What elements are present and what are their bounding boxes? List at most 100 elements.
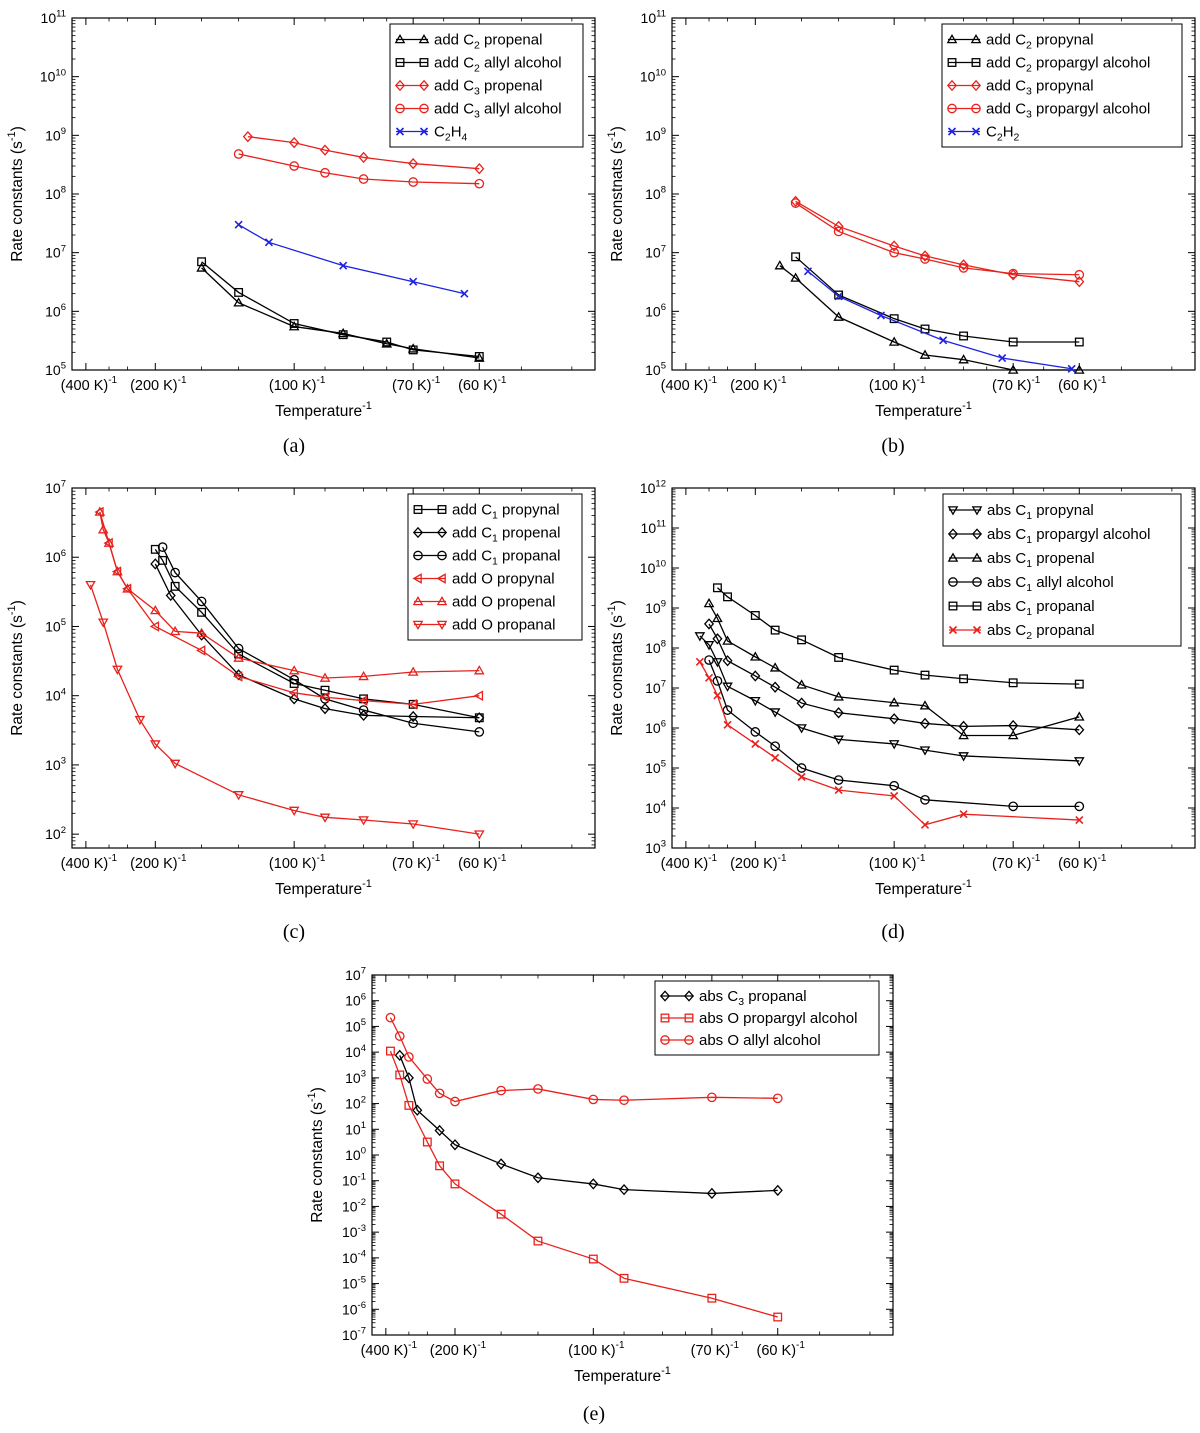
legend-entry: add O propenal: [452, 594, 555, 611]
plot-frame-d: [671, 487, 1196, 849]
series-add-c3-propenal: [242, 130, 485, 175]
series-add-o-propenal: [94, 506, 485, 682]
data-point: [288, 806, 300, 816]
y-tick-label: 101: [345, 1120, 366, 1137]
series-c2h4: [234, 220, 469, 298]
series-line: [399, 1055, 778, 1195]
series-line: [807, 270, 1072, 370]
legend-entry: abs C1 propynal: [987, 502, 1094, 522]
data-point: [998, 353, 1007, 363]
data-point: [791, 252, 801, 262]
data-point: [97, 524, 109, 534]
y-tick-label: 104: [345, 1043, 367, 1060]
chart-panel-a: 105 106 107 108 109 1010 1011 (400 K)-1 (200 K)-…: [6, 9, 596, 457]
data-point: [958, 263, 969, 273]
y-tick-label: 107: [645, 243, 666, 260]
data-point: [796, 724, 807, 734]
data-point: [588, 1094, 599, 1105]
y-tick-label: 105: [645, 361, 666, 378]
chart-panel-c: 102 103 104 105 106 107 (400 K)-1 (200 K)-1 (100…: [6, 479, 596, 943]
data-point: [422, 1137, 432, 1147]
data-point: [122, 583, 133, 593]
data-point: [474, 712, 485, 724]
x-tick-label: (200 K)-1: [730, 375, 787, 394]
y-tick-label: 100: [345, 1146, 366, 1163]
data-point: [408, 718, 419, 729]
series-add-c3-propynal: [790, 195, 1085, 288]
legend-marker: [412, 526, 424, 539]
legend-marker: [947, 127, 957, 136]
data-point: [233, 297, 244, 307]
data-point: [319, 691, 329, 703]
x-tick-label: (400 K)-1: [61, 853, 118, 872]
data-point: [723, 592, 732, 602]
data-point: [149, 621, 160, 632]
legend-marker: [437, 550, 447, 561]
data-point: [196, 596, 207, 607]
data-point: [358, 174, 369, 184]
data-point: [772, 1184, 783, 1197]
data-point: [834, 786, 843, 795]
data-point: [706, 1187, 717, 1200]
series-c2h2: [803, 267, 1076, 373]
data-point: [407, 666, 419, 676]
data-point: [158, 555, 168, 565]
data-point: [774, 260, 786, 270]
data-point: [233, 671, 243, 682]
data-point: [703, 618, 715, 630]
data-point: [320, 167, 330, 178]
data-point: [694, 632, 706, 642]
y-tick-label: 104: [645, 799, 667, 816]
data-point: [474, 352, 484, 361]
legend-marker: [947, 528, 959, 540]
data-point: [770, 741, 780, 752]
y-tick-label: 10-6: [342, 1300, 366, 1317]
legend-marker: [660, 1035, 670, 1045]
x-axis-label: Temperature-1: [275, 878, 372, 898]
data-point: [358, 670, 369, 681]
data-point: [889, 665, 899, 675]
data-point: [474, 727, 485, 737]
data-point: [712, 583, 722, 593]
legend-marker: [419, 58, 429, 67]
legend-entry: add C1 propanal: [452, 548, 560, 568]
series-line: [389, 1050, 778, 1318]
y-tick-label: 105: [645, 759, 666, 776]
data-point: [94, 506, 106, 516]
x-tick-label: (100 K)-1: [869, 375, 926, 394]
x-tick-label: (400 K)-1: [661, 375, 718, 394]
y-tick-label: 10-4: [342, 1249, 367, 1266]
data-point: [339, 261, 348, 270]
data-point: [434, 1088, 445, 1099]
data-point: [772, 1093, 783, 1104]
y-tick-label: 1010: [40, 67, 66, 84]
data-point: [751, 739, 760, 748]
data-point: [619, 1273, 629, 1283]
data-point: [750, 611, 760, 620]
legend-marker: [971, 506, 983, 516]
y-tick-label: 1011: [641, 519, 666, 536]
data-point: [395, 1070, 405, 1080]
data-point: [533, 1084, 543, 1094]
data-point: [338, 330, 348, 340]
data-point: [833, 735, 844, 745]
data-point: [790, 272, 801, 282]
legend-entry: add C1 propenal: [452, 525, 560, 545]
legend-a: add C2 propenal add C2 allyl alcohol add C…: [389, 23, 584, 148]
data-point: [1074, 276, 1085, 288]
data-point: [695, 657, 704, 666]
data-point: [233, 652, 244, 662]
data-point: [796, 679, 807, 689]
x-tick-label: (200 K)-1: [130, 853, 187, 872]
data-point: [834, 292, 843, 301]
legend-marker: [659, 990, 671, 1002]
data-point: [796, 697, 807, 709]
y-tick-label: 10-3: [342, 1223, 366, 1240]
data-point: [288, 665, 300, 675]
data-point: [876, 311, 886, 320]
data-point: [619, 1095, 629, 1106]
y-tick-label: 109: [645, 599, 666, 616]
data-point: [449, 1139, 461, 1151]
data-point: [722, 635, 733, 645]
